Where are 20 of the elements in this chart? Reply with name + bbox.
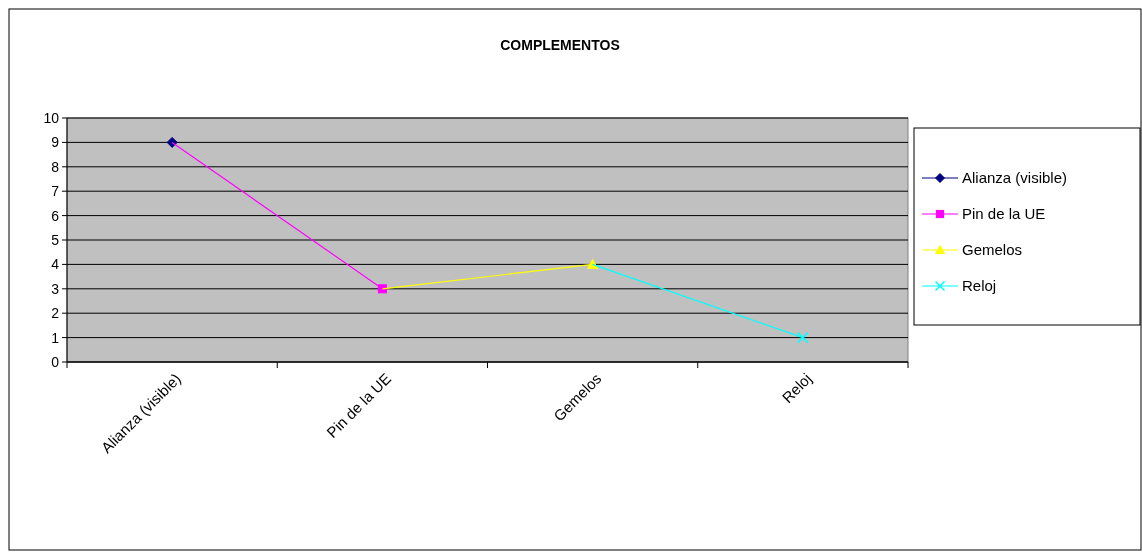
y-tick-label: 5 (51, 231, 60, 248)
y-tick-label: 2 (51, 305, 60, 322)
legend-label: Reloj (962, 277, 997, 295)
point (377, 284, 387, 294)
y-tick-label: 8 (51, 158, 60, 175)
y-tick-label: 7 (51, 183, 60, 200)
y-tick-label: 4 (51, 256, 60, 273)
y-tick-label: 1 (51, 329, 60, 346)
x-tick-label: Pin de la UE (323, 369, 395, 441)
legend-label: Gemelos (962, 241, 1023, 259)
y-tick-label: 3 (51, 280, 60, 297)
point (797, 331, 809, 344)
legend-label: Pin de la UE (962, 205, 1046, 223)
y-tick-label: 0 (51, 353, 60, 370)
y-tick-label: 6 (51, 207, 60, 224)
y-tick-label: 10 (43, 109, 60, 126)
chart-title: COMPLEMENTOS (500, 37, 620, 53)
point (166, 136, 178, 148)
y-tick-label: 9 (51, 134, 60, 151)
legend-label: Alianza (visible) (962, 169, 1068, 187)
